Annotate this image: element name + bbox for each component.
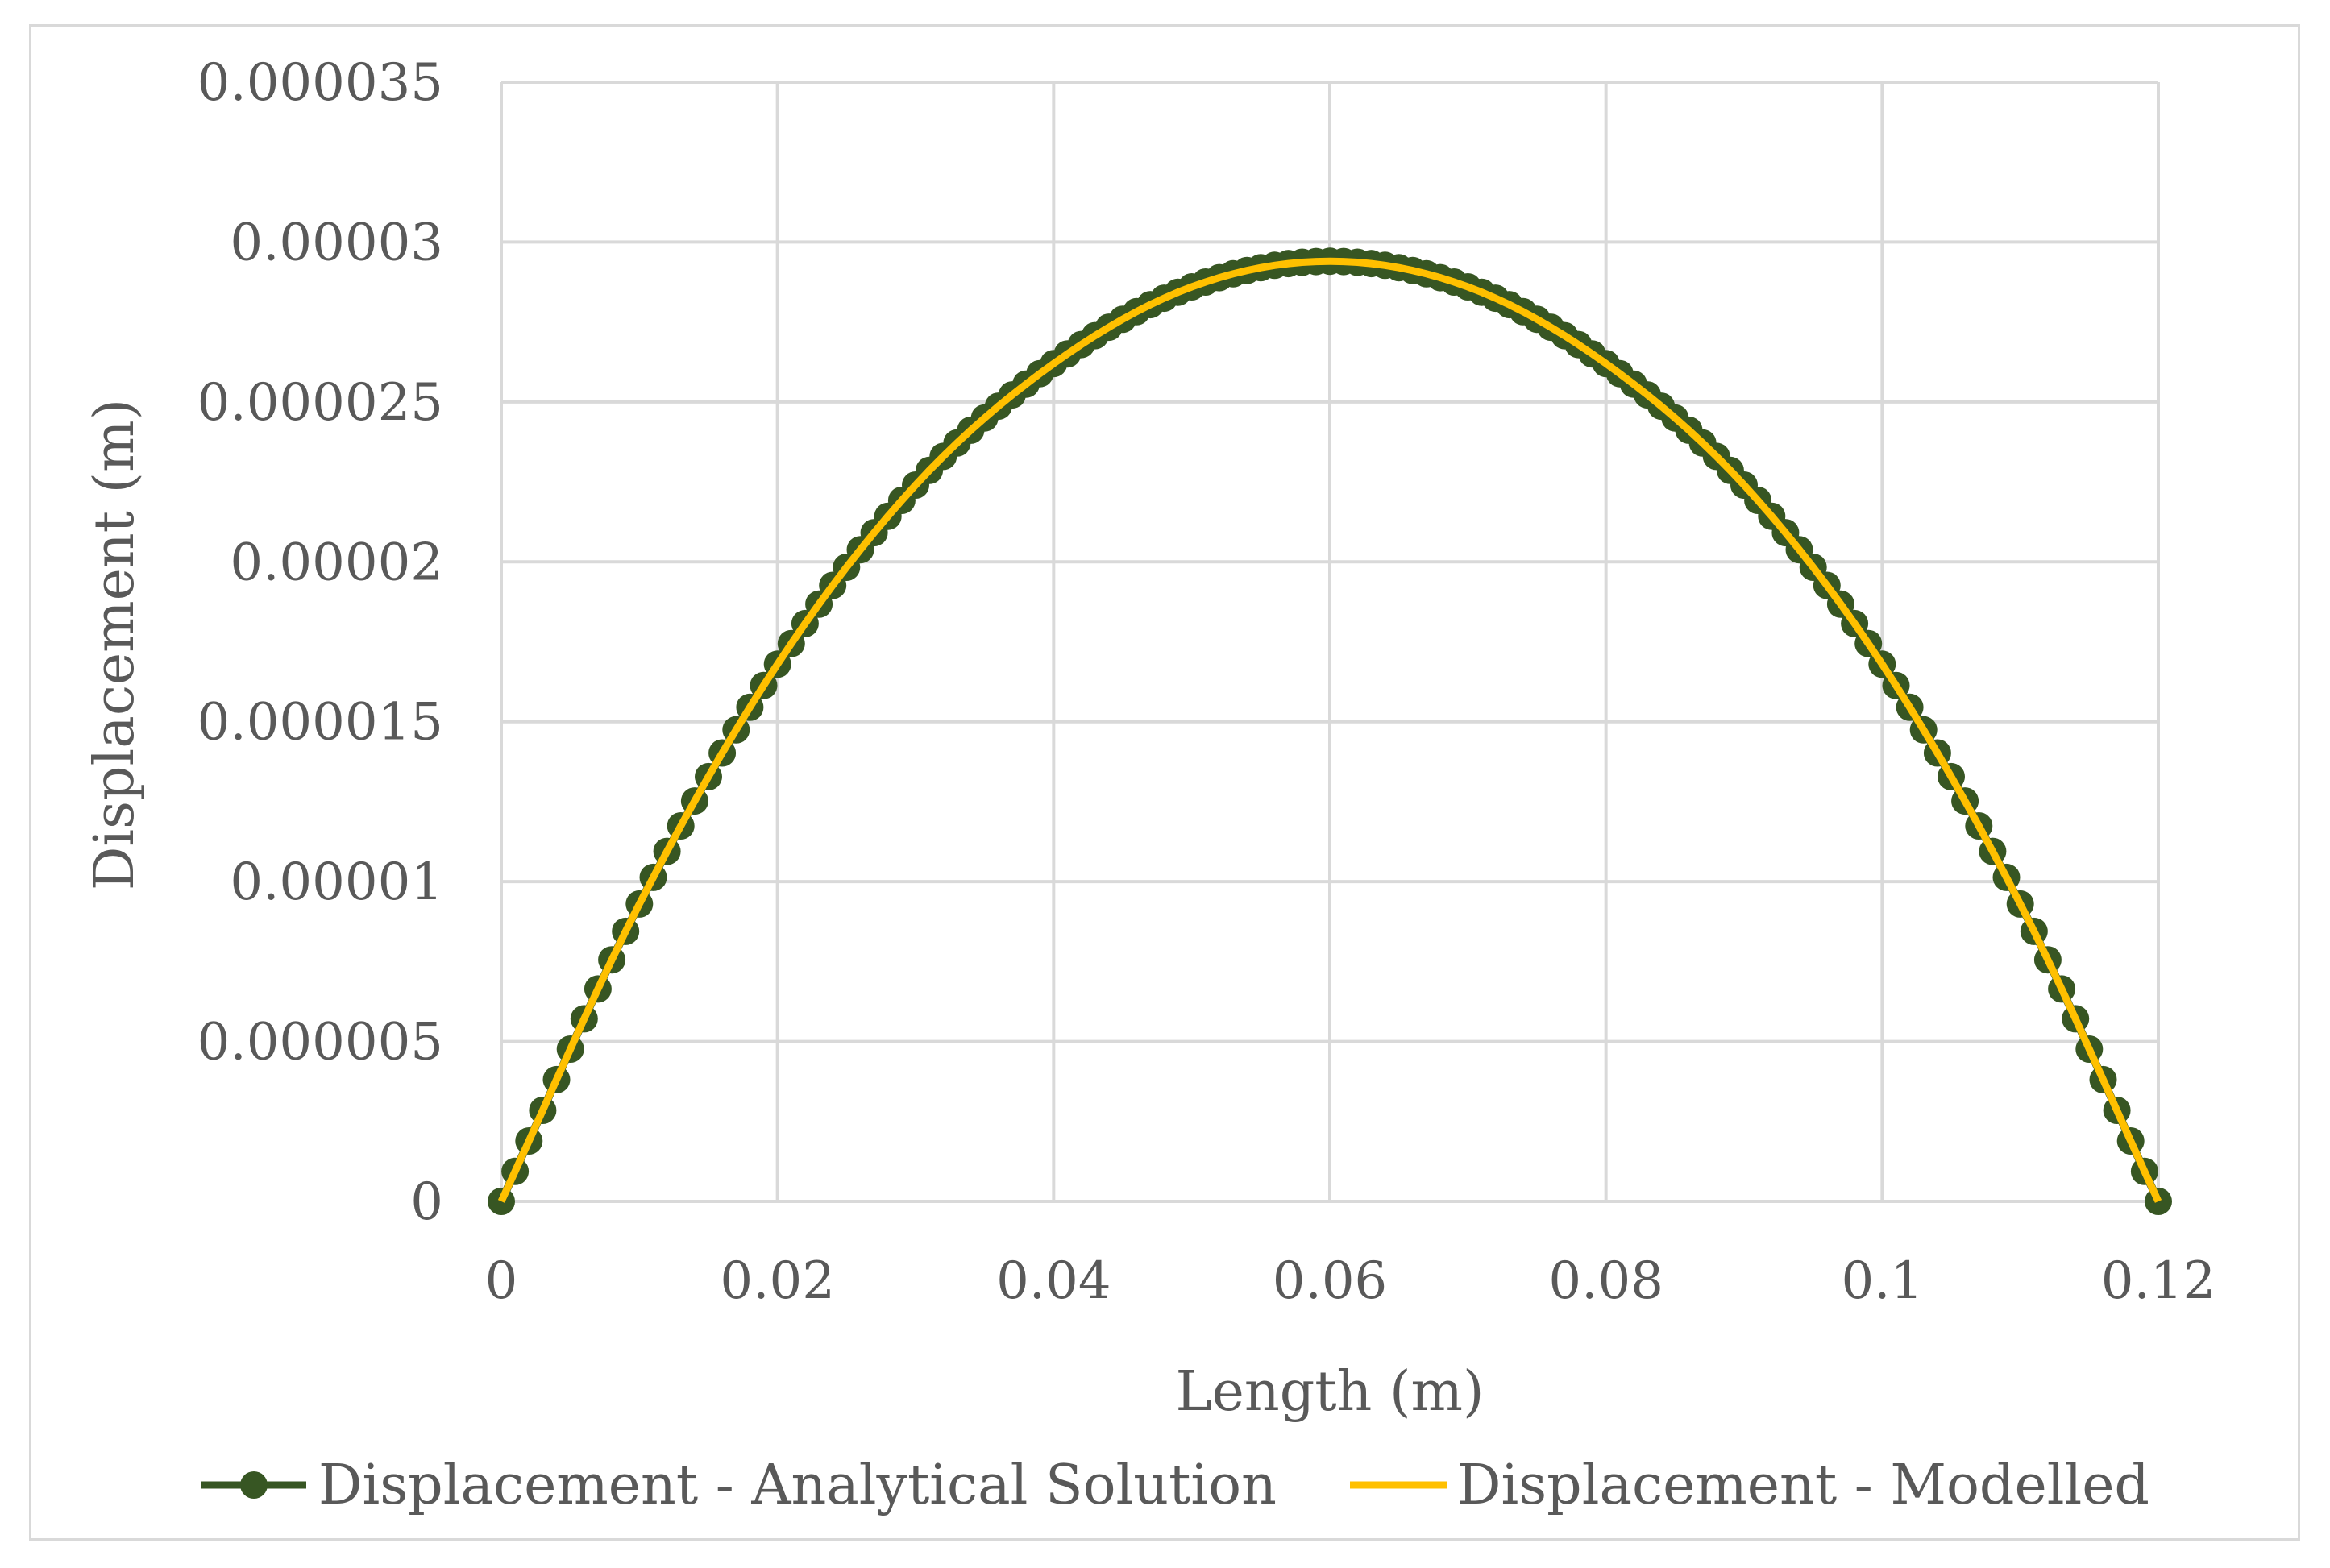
legend-label-analytical: Displacement - Analytical Solution: [318, 1454, 1277, 1517]
legend-item-modelled: Displacement - Modelled: [1350, 1454, 2149, 1517]
legend-item-analytical: Displacement - Analytical Solution: [201, 1454, 1277, 1517]
gridlines: [500, 81, 2160, 1203]
y-tick-label: 0: [410, 1172, 443, 1232]
legend: Displacement - Analytical Solution Displ…: [201, 1454, 2149, 1517]
x-axis-title: Length (m): [1176, 1360, 1485, 1424]
series-line-modelled: [497, 257, 2162, 1203]
y-tick-label: 0.000005: [197, 1013, 443, 1072]
x-tick-label: 0: [485, 1251, 518, 1311]
y-axis-title: Displacement (m): [83, 399, 147, 890]
x-tick-label: 0.08: [1548, 1251, 1663, 1311]
x-tick-label: 0.06: [1273, 1251, 1388, 1311]
y-tick-label: 0.000035: [197, 53, 443, 113]
legend-marker-analytical: [240, 1471, 268, 1499]
y-tick-label: 0.000025: [197, 373, 443, 433]
y-tick-label: 0.00003: [230, 213, 443, 272]
x-tick-label: 0.12: [2101, 1251, 2216, 1311]
tick-labels: 0 0.02 0.04 0.06 0.08 0.1 0.12 0 0.000005 0.00001…: [197, 53, 2216, 1311]
x-tick-label: 0.1: [1841, 1251, 1923, 1311]
y-tick-label: 0.00002: [230, 533, 443, 592]
x-tick-label: 0.02: [720, 1251, 835, 1311]
y-tick-label: 0.00001: [230, 852, 443, 912]
plot-area: [488, 247, 2172, 1215]
chart-frame: [29, 24, 2300, 1541]
legend-label-modelled: Displacement - Modelled: [1457, 1454, 2149, 1517]
y-tick-label: 0.000015: [197, 693, 443, 753]
x-tick-label: 0.04: [996, 1251, 1111, 1311]
